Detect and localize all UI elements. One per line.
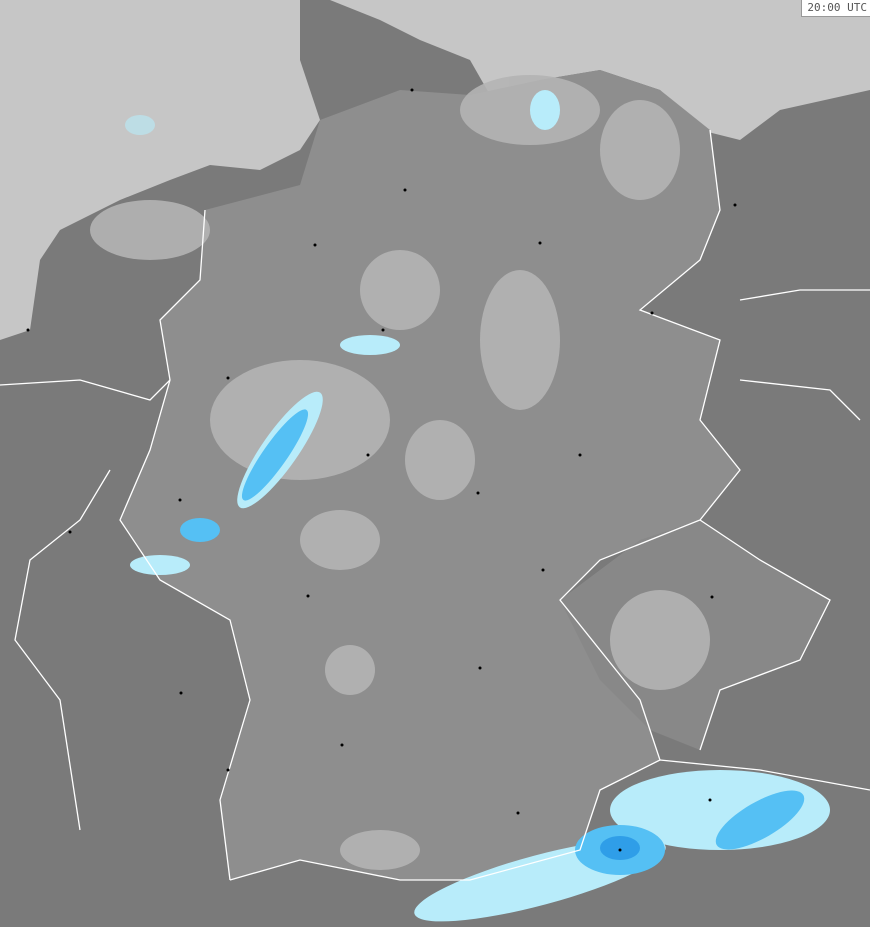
light-precipitation [90,75,710,870]
timestamp-label: 20:00 UTC [801,0,870,17]
north-sea [0,0,320,340]
heavy-precipitation [125,90,830,922]
country-borders [0,129,870,881]
city-markers [26,88,737,852]
